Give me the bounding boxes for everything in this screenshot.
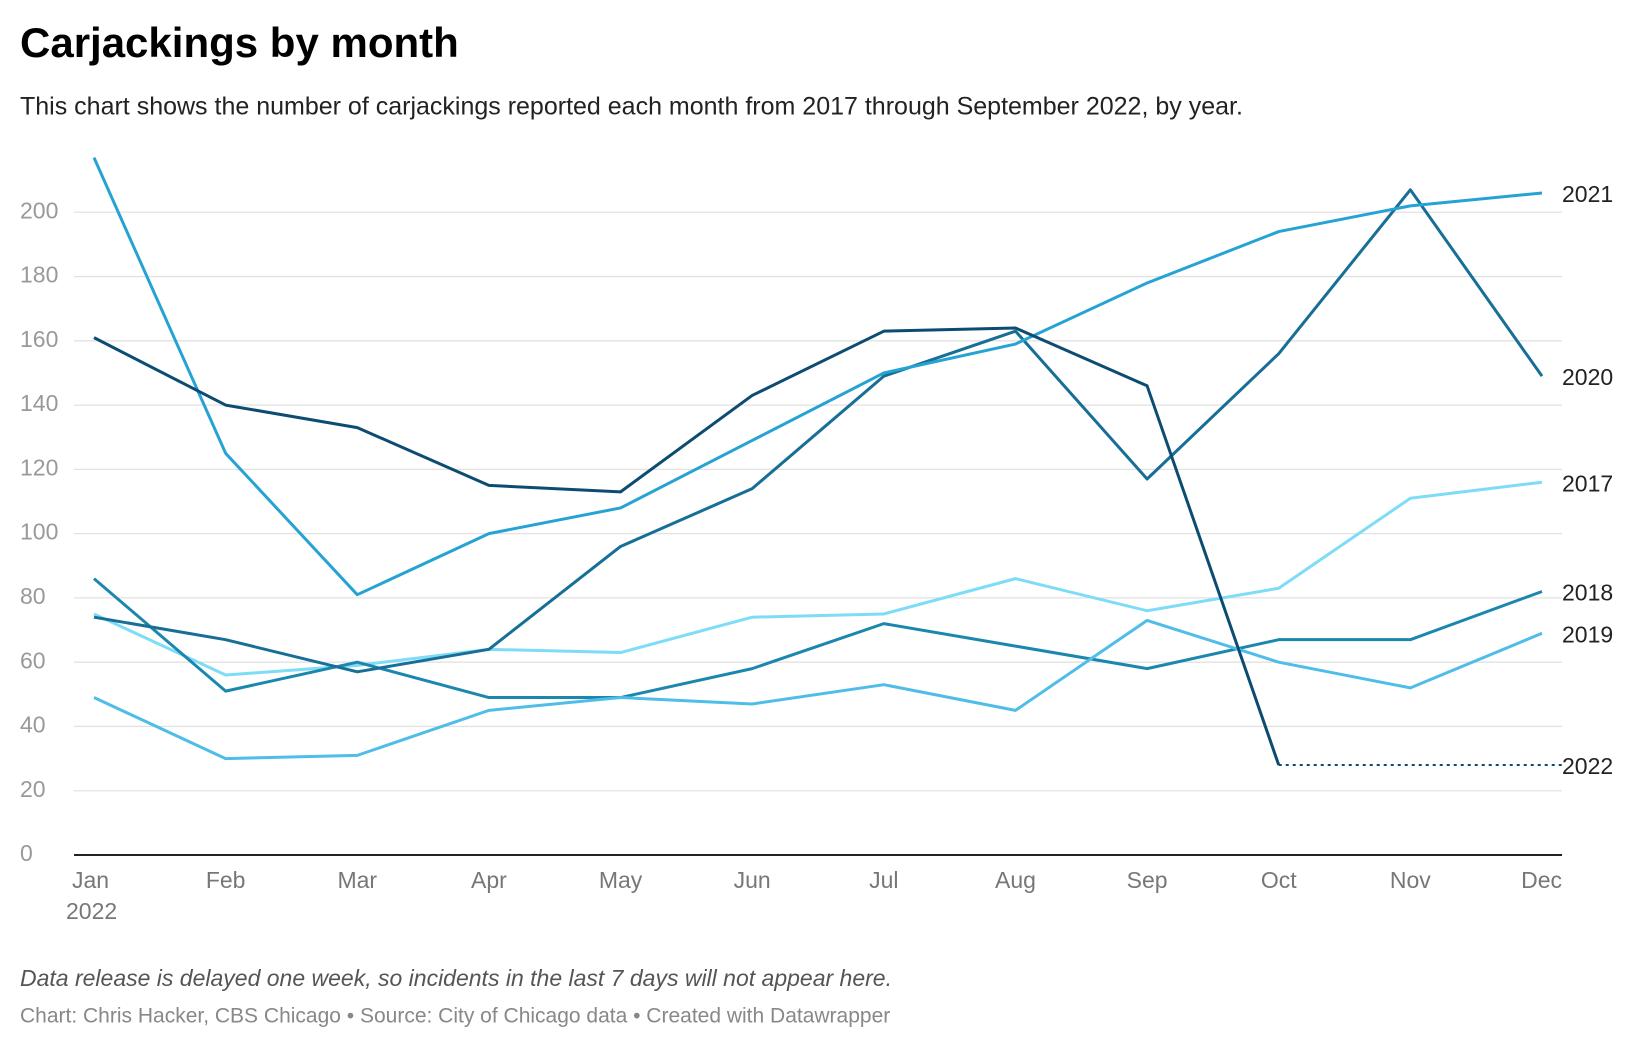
series-label: 2019 [1562,621,1613,647]
chart-title: Carjackings by month [20,19,459,66]
x-tick-label: Jun [734,867,771,893]
x-tick-label: Aug [995,867,1036,893]
series-line [93,618,1543,761]
y-tick-label: 0 [20,840,33,866]
y-tick-label: 120 [20,454,58,480]
y-tick-label: 20 [20,776,46,802]
x-tick-label: Jan [72,867,109,893]
credit: Chart: Chris Hacker, CBS Chicago • Sourc… [20,1005,890,1028]
x-tick-label: Jul [869,867,898,893]
x-tick-label: Nov [1390,867,1431,893]
y-tick-label: 80 [20,583,46,609]
y-tick-label: 60 [20,647,46,673]
y-tick-label: 40 [20,712,46,738]
series-label: 2017 [1562,470,1613,496]
series-line [92,157,1543,597]
series-label: 2020 [1562,364,1613,390]
chart-subtitle: This chart shows the number of carjackin… [20,93,1243,121]
x-tick-label: Mar [337,867,377,893]
x-tick-label: Dec [1521,867,1562,893]
x-tick-label: May [599,867,643,893]
series-label: 2022 [1562,753,1613,779]
y-tick-label: 200 [20,197,58,223]
series-label: 2021 [1562,181,1613,207]
y-tick-label: 100 [20,519,58,545]
y-tick-label: 180 [20,262,58,288]
series-line [93,326,1281,766]
x-tick-label: Feb [206,867,246,893]
x-tick-label: Apr [471,867,507,893]
x-year-label: 2022 [66,898,117,924]
y-tick-label: 140 [20,390,58,416]
series-label: 2018 [1562,580,1613,606]
y-tick-label: 160 [20,326,58,352]
x-tick-label: Sep [1127,867,1168,893]
series-line [93,188,1544,674]
note: Data release is delayed one week, so inc… [20,965,892,991]
x-tick-label: Oct [1261,867,1297,893]
